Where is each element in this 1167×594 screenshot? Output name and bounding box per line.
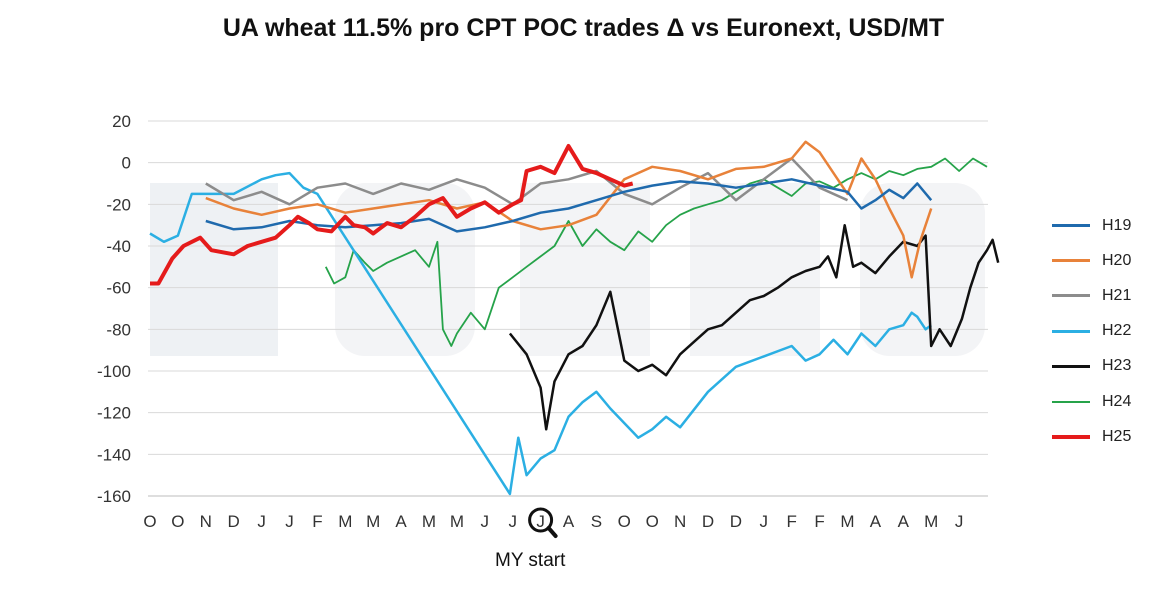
x-tick-label: M [840,512,854,531]
x-tick-label: A [898,512,910,531]
legend-swatch [1052,364,1090,368]
series-line-h24 [324,157,988,347]
legend-item-h21: H21 [1052,278,1131,313]
x-tick-label: D [702,512,714,531]
x-tick-label: O [618,512,631,531]
x-tick-label: S [591,512,602,531]
y-tick-label: -100 [97,362,131,381]
y-tick-label: -40 [106,237,131,256]
legend-item-h19: H19 [1052,208,1131,243]
legend-label: H24 [1102,392,1132,410]
legend-label: H19 [1102,216,1132,234]
x-tick-label: F [814,512,824,531]
y-tick-label: -140 [97,445,131,464]
series-line-h22 [149,171,932,496]
legend-label: H21 [1102,286,1132,304]
x-tick-label: J [285,512,294,531]
y-tick-label: 20 [112,112,131,131]
x-tick-label: N [674,512,686,531]
legend: H19 H20 H21 H22 H23 H24 H25 [1052,208,1131,454]
y-tick-label: -160 [97,487,131,506]
x-tick-label: O [171,512,184,531]
magnifier-icon [528,507,558,538]
series-line-h23 [508,223,1000,431]
x-tick-label: A [563,512,575,531]
y-tick-label: 0 [122,154,131,173]
legend-label: H25 [1102,427,1132,445]
series-line-h19 [205,178,933,233]
x-tick-label: J [481,512,490,531]
legend-swatch [1052,259,1090,263]
legend-item-h25: H25 [1052,419,1131,454]
legend-label: H20 [1102,251,1132,269]
x-tick-label: F [787,512,797,531]
legend-item-h20: H20 [1052,243,1131,278]
series-line-h21 [205,157,849,206]
x-tick-label: J [257,512,266,531]
legend-swatch [1052,224,1090,228]
x-tick-label: O [646,512,659,531]
x-tick-label: A [870,512,882,531]
x-tick-label: M [450,512,464,531]
legend-swatch [1052,434,1090,439]
legend-swatch [1052,294,1090,298]
x-tick-label: J [508,512,517,531]
x-tick-label: M [338,512,352,531]
legend-label: H22 [1102,322,1132,340]
x-tick-label: J [760,512,769,531]
legend-label: H23 [1102,357,1132,375]
legend-swatch [1052,329,1090,333]
legend-item-h22: H22 [1052,314,1131,349]
series-line-h25 [150,144,634,286]
x-tick-label: J [536,512,545,531]
legend-item-h24: H24 [1052,384,1131,419]
x-tick-label: J [955,512,964,531]
x-tick-label: M [422,512,436,531]
series-line-h20 [205,140,933,279]
y-tick-label: -60 [106,279,131,298]
legend-swatch [1052,400,1090,403]
y-tick-label: -120 [97,404,131,423]
x-tick-label: F [312,512,322,531]
x-tick-label: M [924,512,938,531]
y-tick-label: -80 [106,320,131,339]
x-tick-label: D [730,512,742,531]
x-tick-label: D [228,512,240,531]
legend-item-h23: H23 [1052,349,1131,384]
x-tick-label: A [395,512,407,531]
y-tick-label: -20 [106,195,131,214]
x-tick-label: N [200,512,212,531]
x-tick-label: O [143,512,156,531]
watermark-logo [150,183,985,356]
chart-title: UA wheat 11.5% pro CPT POC trades Δ vs E… [222,14,945,42]
x-tick-label: M [366,512,380,531]
my-start-annotation: MY start [495,550,566,571]
